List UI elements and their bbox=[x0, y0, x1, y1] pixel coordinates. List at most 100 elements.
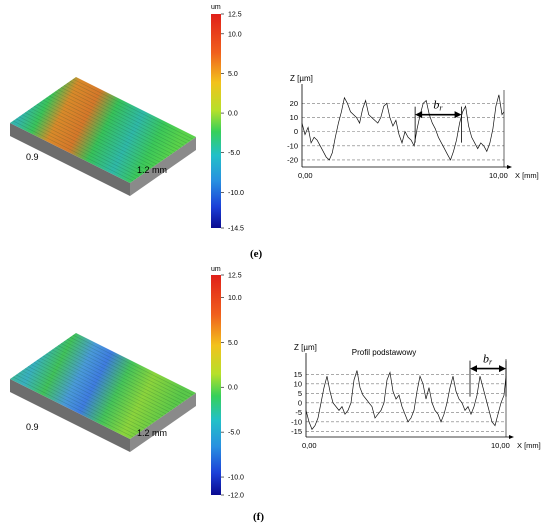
x-axis-label: X [mm] bbox=[515, 171, 539, 180]
surface-groove bbox=[48, 351, 170, 413]
surface-groove bbox=[54, 347, 176, 408]
colorbar-f: um 12.5 10.0 5.0 0.0 -5.0 -10.0 -12.0 bbox=[211, 266, 244, 500]
surface-groove bbox=[21, 114, 143, 175]
surface-groove bbox=[30, 364, 152, 425]
surface-groove bbox=[48, 95, 170, 157]
colorbar-tick-label: -10.0 bbox=[228, 475, 244, 482]
surface-dim-y: 0.9 bbox=[26, 422, 39, 432]
colorbar-e: um 12.5 10.0 5.0 0.0 -5.0 -10.0 -14.5 bbox=[211, 4, 244, 233]
surface-groove bbox=[45, 97, 167, 159]
colorbar-gradient bbox=[211, 14, 221, 228]
panel-e: 0.9 1.2 mm um 12.5 10.0 5.0 0.0 -5.0 -10.0 -14… bbox=[10, 4, 539, 260]
y-tick-label: 15 bbox=[294, 370, 302, 379]
x-tick-label-start: 0,00 bbox=[302, 441, 317, 450]
surface-groove bbox=[51, 93, 173, 154]
x-tick-label-end: 10,00 bbox=[491, 441, 510, 450]
surface-groove bbox=[69, 80, 191, 142]
colorbar-tick-label: 5.0 bbox=[228, 340, 238, 347]
x-tick-label-start: 0,00 bbox=[298, 171, 313, 180]
surface-3d-f: 0.9 1.2 mm bbox=[10, 333, 196, 452]
surface-groove bbox=[51, 349, 173, 410]
surface-groove bbox=[33, 106, 155, 167]
caption-e: (e) bbox=[250, 248, 263, 260]
surface-groove bbox=[66, 83, 188, 144]
surface-groove bbox=[72, 334, 194, 396]
surface-groove bbox=[39, 101, 161, 163]
colorbar-tick-label: -12.0 bbox=[228, 493, 244, 500]
br-label: br bbox=[483, 352, 493, 367]
surface-3d-e: 0.9 1.2 mm bbox=[10, 77, 196, 196]
x-axis-label: X [mm] bbox=[517, 441, 541, 450]
surface-groove bbox=[69, 336, 191, 398]
y-tick-label: 10 bbox=[294, 379, 302, 388]
surface-dim-y: 0.9 bbox=[26, 152, 39, 162]
surface-groove bbox=[24, 368, 146, 429]
caption-f: (f) bbox=[253, 511, 264, 523]
surface-groove bbox=[15, 118, 137, 180]
y-tick-label: -10 bbox=[291, 417, 302, 426]
br-arrow-right bbox=[499, 365, 506, 373]
x-axis-arrow bbox=[509, 435, 514, 439]
colorbar-tick-label: -10.0 bbox=[228, 190, 244, 197]
surface-groove bbox=[12, 376, 134, 438]
surface-top bbox=[10, 333, 196, 439]
surface-top bbox=[10, 77, 196, 183]
y-axis-label: Z [µm] bbox=[294, 343, 317, 352]
colorbar-tick-label: 0.0 bbox=[228, 111, 238, 118]
colorbar-unit: um bbox=[211, 4, 221, 11]
surface-groove bbox=[63, 85, 185, 146]
surface-dim-x: 1.2 mm bbox=[137, 428, 167, 438]
y-tick-label: -5 bbox=[295, 408, 302, 417]
br-arrow-left bbox=[415, 111, 423, 119]
y-tick-label: 20 bbox=[290, 99, 298, 108]
surface-groove bbox=[42, 99, 164, 161]
surface-groove bbox=[54, 91, 176, 152]
x-tick-label-end: 10,00 bbox=[489, 171, 508, 180]
surface-groove bbox=[30, 108, 152, 169]
surface-groove bbox=[27, 366, 149, 427]
colorbar-tick-label: 10.0 bbox=[228, 31, 242, 38]
colorbar-tick-label: -5.0 bbox=[228, 150, 240, 157]
surface-groove bbox=[57, 345, 179, 406]
profile-series-line bbox=[301, 94, 505, 161]
surface-groove bbox=[45, 353, 167, 415]
surface-side-right bbox=[130, 137, 196, 196]
br-arrow-right bbox=[454, 111, 462, 119]
surface-groove bbox=[18, 116, 140, 177]
surface-groove bbox=[66, 339, 188, 400]
colorbar-tick-label: 12.5 bbox=[228, 273, 242, 280]
panel-f: 0.9 1.2 mm um 12.5 10.0 5.0 0.0 -5.0 -10.0 -12… bbox=[10, 266, 541, 523]
y-axis-label: Z [µm] bbox=[290, 74, 313, 83]
x-axis-arrow bbox=[507, 165, 512, 169]
br-arrow-left bbox=[470, 365, 477, 373]
colorbar-tick-label: -14.5 bbox=[228, 226, 244, 233]
surface-groove bbox=[12, 120, 134, 182]
surface-groove bbox=[27, 110, 149, 171]
y-tick-label: 0 bbox=[294, 127, 298, 136]
profile-series-line bbox=[305, 370, 507, 431]
surface-groove bbox=[18, 372, 140, 433]
surface-groove bbox=[24, 112, 146, 173]
y-tick-label: 5 bbox=[298, 389, 302, 398]
surface-groove bbox=[57, 89, 179, 150]
profile-chart-e: 20 10 0 -10 -20 Z [µm] 0,00 10,00 X [mm] br bbox=[287, 74, 539, 180]
surface-texture bbox=[12, 334, 194, 438]
surface-groove bbox=[42, 355, 164, 417]
surface-side-front bbox=[10, 379, 130, 452]
surface-side-front bbox=[10, 123, 130, 196]
surface-texture bbox=[12, 78, 194, 182]
y-tick-label: -15 bbox=[291, 427, 302, 436]
colorbar-ticks: 12.5 10.0 5.0 0.0 -5.0 -10.0 -14.5 bbox=[221, 12, 244, 233]
surface-groove bbox=[39, 357, 161, 419]
colorbar-tick-label: 10.0 bbox=[228, 295, 242, 302]
br-label: br bbox=[433, 98, 443, 113]
surface-groove bbox=[60, 343, 182, 404]
colorbar-unit: um bbox=[211, 266, 221, 273]
colorbar-tick-label: 0.0 bbox=[228, 385, 238, 392]
surface-dim-x: 1.2 mm bbox=[137, 165, 167, 175]
y-tick-label: 0 bbox=[298, 398, 302, 407]
colorbar-tick-label: -5.0 bbox=[228, 430, 240, 437]
colorbar-ticks: 12.5 10.0 5.0 0.0 -5.0 -10.0 -12.0 bbox=[221, 273, 244, 500]
